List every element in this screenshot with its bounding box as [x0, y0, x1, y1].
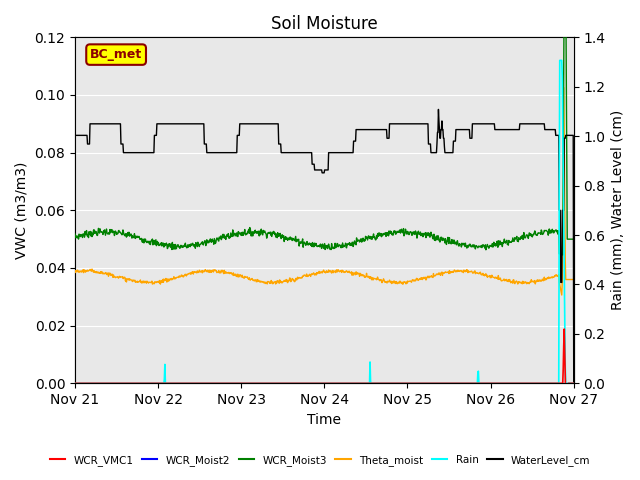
Y-axis label: VWC (m3/m3): VWC (m3/m3) — [15, 162, 29, 259]
Text: BC_met: BC_met — [90, 48, 142, 61]
X-axis label: Time: Time — [307, 413, 341, 427]
Legend: WCR_VMC1, WCR_Moist2, WCR_Moist3, Theta_moist, Rain, WaterLevel_cm: WCR_VMC1, WCR_Moist2, WCR_Moist3, Theta_… — [45, 451, 595, 470]
Y-axis label: Rain (mm), Water Level (cm): Rain (mm), Water Level (cm) — [611, 110, 625, 311]
Title: Soil Moisture: Soil Moisture — [271, 15, 378, 33]
